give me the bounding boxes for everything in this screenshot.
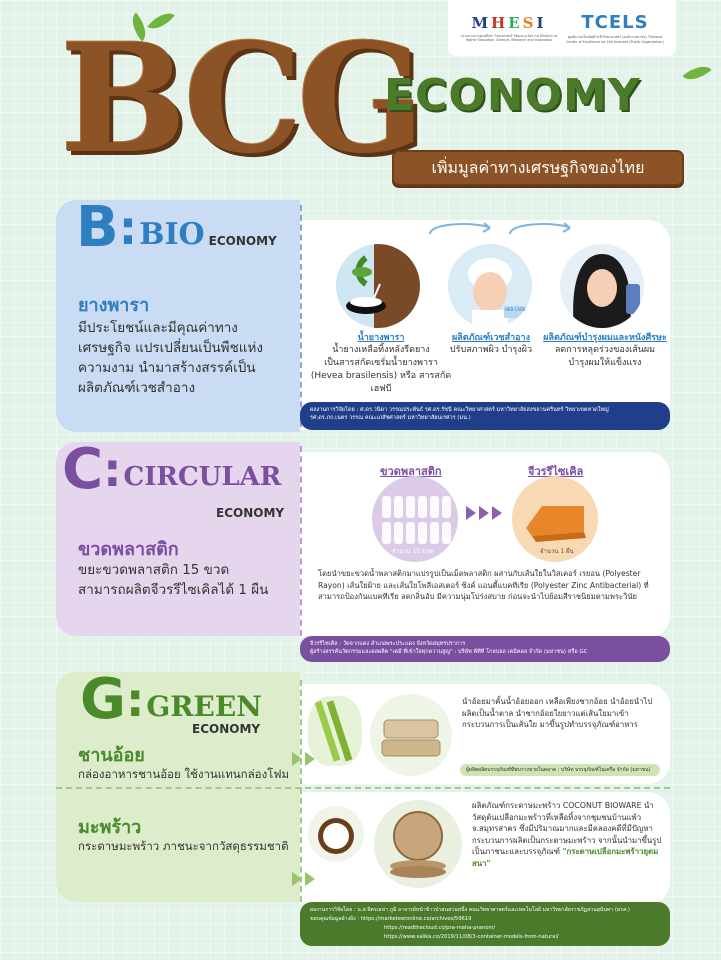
bcg-title: BCG	[60, 11, 425, 187]
bio-step-2: ผลิตภัณฑ์เวชสำอาง ปรับสภาพผิว บำรุงผิว	[449, 333, 533, 355]
mhesi-logo: MHESI กระทรวงการอุดมศึกษา วิทยาศาสตร์ วิ…	[460, 13, 558, 43]
rubber-tree-icon	[336, 244, 420, 328]
economy-title: ECONOMY	[384, 70, 641, 121]
circular-right-card	[300, 452, 670, 638]
circular-left-card	[56, 442, 300, 636]
green-item-title-1: ชานอ้อย	[78, 745, 145, 766]
circular-credit: จีวรรีไซเคิล : วัดจากแดง อำเภอพระประแดง …	[300, 636, 670, 662]
bio-item-desc: มีประโยชน์และมีคุณค่าทางเศรษฐกิจ แปรเปลี…	[78, 320, 263, 396]
circular-item-desc: ขยะขวดพลาสติก 15 ขวด สามารถผลิตจีวรรีไซเ…	[78, 562, 269, 598]
bottle-label: ขวดพลาสติก	[380, 465, 442, 478]
arrow-icon	[292, 872, 315, 886]
coconut-detail: ผลิตภัณฑ์กระดาษมะพร้าว COCONUT BIOWARE น…	[472, 801, 662, 868]
sugarcane-icon	[308, 696, 362, 766]
bio-credit: ผลงานการวิจัยโดย : ศ.ดร.วนิดา วรรณประพัน…	[300, 402, 670, 430]
circular-heading: C : CIRCULAR	[62, 437, 282, 502]
cream-label: HEB CARE	[505, 307, 526, 312]
arrow-icon	[466, 506, 502, 520]
green-credit: ผลงานการวิจัยโดย : น.ส.จิตรเลขา ภูมิ อาจ…	[300, 902, 670, 946]
plates-icon	[374, 800, 462, 888]
green-item-desc-2: กระดาษมะพร้าว ภาชนะจากวัสดุธรรมชาติ	[78, 839, 289, 853]
circular-detail: โดยนำขยะขวดน้ำพลาสติกมาแปรรูปเป็นเม็ดพลา…	[318, 569, 649, 601]
spa-woman-icon	[448, 244, 532, 328]
bio-step-1: น้ำยางพารา น้ำยางเหลือทิ้งหลังรีดยาง เป็…	[310, 333, 452, 394]
arrow-icon	[292, 752, 315, 766]
sugarcane-detail: นำอ้อยมาคั้นน้ำอ้อยออก เหลือเพียงชากอ้อย…	[462, 697, 653, 729]
sugarcane-credit: ผู้ผลิตผลิตบรรจุภัณฑ์ที่พบวางขายในตลาด :…	[460, 764, 660, 776]
bio-heading: B : BIO ECONOMY	[76, 195, 277, 260]
coconut-icon	[308, 806, 364, 862]
arrow-icon	[420, 218, 580, 242]
bio-step-3: ผลิตภัณฑ์บำรุงผมและหนังศีรษะ ลดการหลุดร่…	[543, 333, 667, 368]
leaf-icon	[682, 59, 712, 87]
green-heading: G : GREEN	[80, 667, 262, 732]
green-item-desc-1: กล่องอาหารชานอ้อย ใช้งานแทนกล่องโฟม	[78, 767, 290, 781]
green-item-title-2: มะพร้าว	[78, 817, 142, 838]
robe-label: จีวรรีไซเคิล	[528, 465, 584, 478]
partner-logos: MHESI กระทรวงการอุดมศึกษา วิทยาศาสตร์ วิ…	[448, 0, 676, 56]
shampoo-woman-icon	[560, 244, 644, 328]
food-box-icon	[370, 694, 452, 776]
robe-icon	[512, 476, 598, 562]
bio-item-title: ยางพารา	[78, 295, 150, 316]
bio-left-card	[56, 200, 300, 432]
tcels-logo: TCELS ศูนย์ความเป็นเลิศด้านชีววิทยาศาสตร…	[566, 12, 664, 44]
bottle-icon	[372, 476, 458, 562]
circular-item-title: ขวดพลาสติก	[78, 539, 179, 560]
green-right-card-2	[300, 792, 670, 904]
subtitle-banner: เพิ่มมูลค่าทางเศรษฐกิจของไทย	[392, 150, 684, 186]
